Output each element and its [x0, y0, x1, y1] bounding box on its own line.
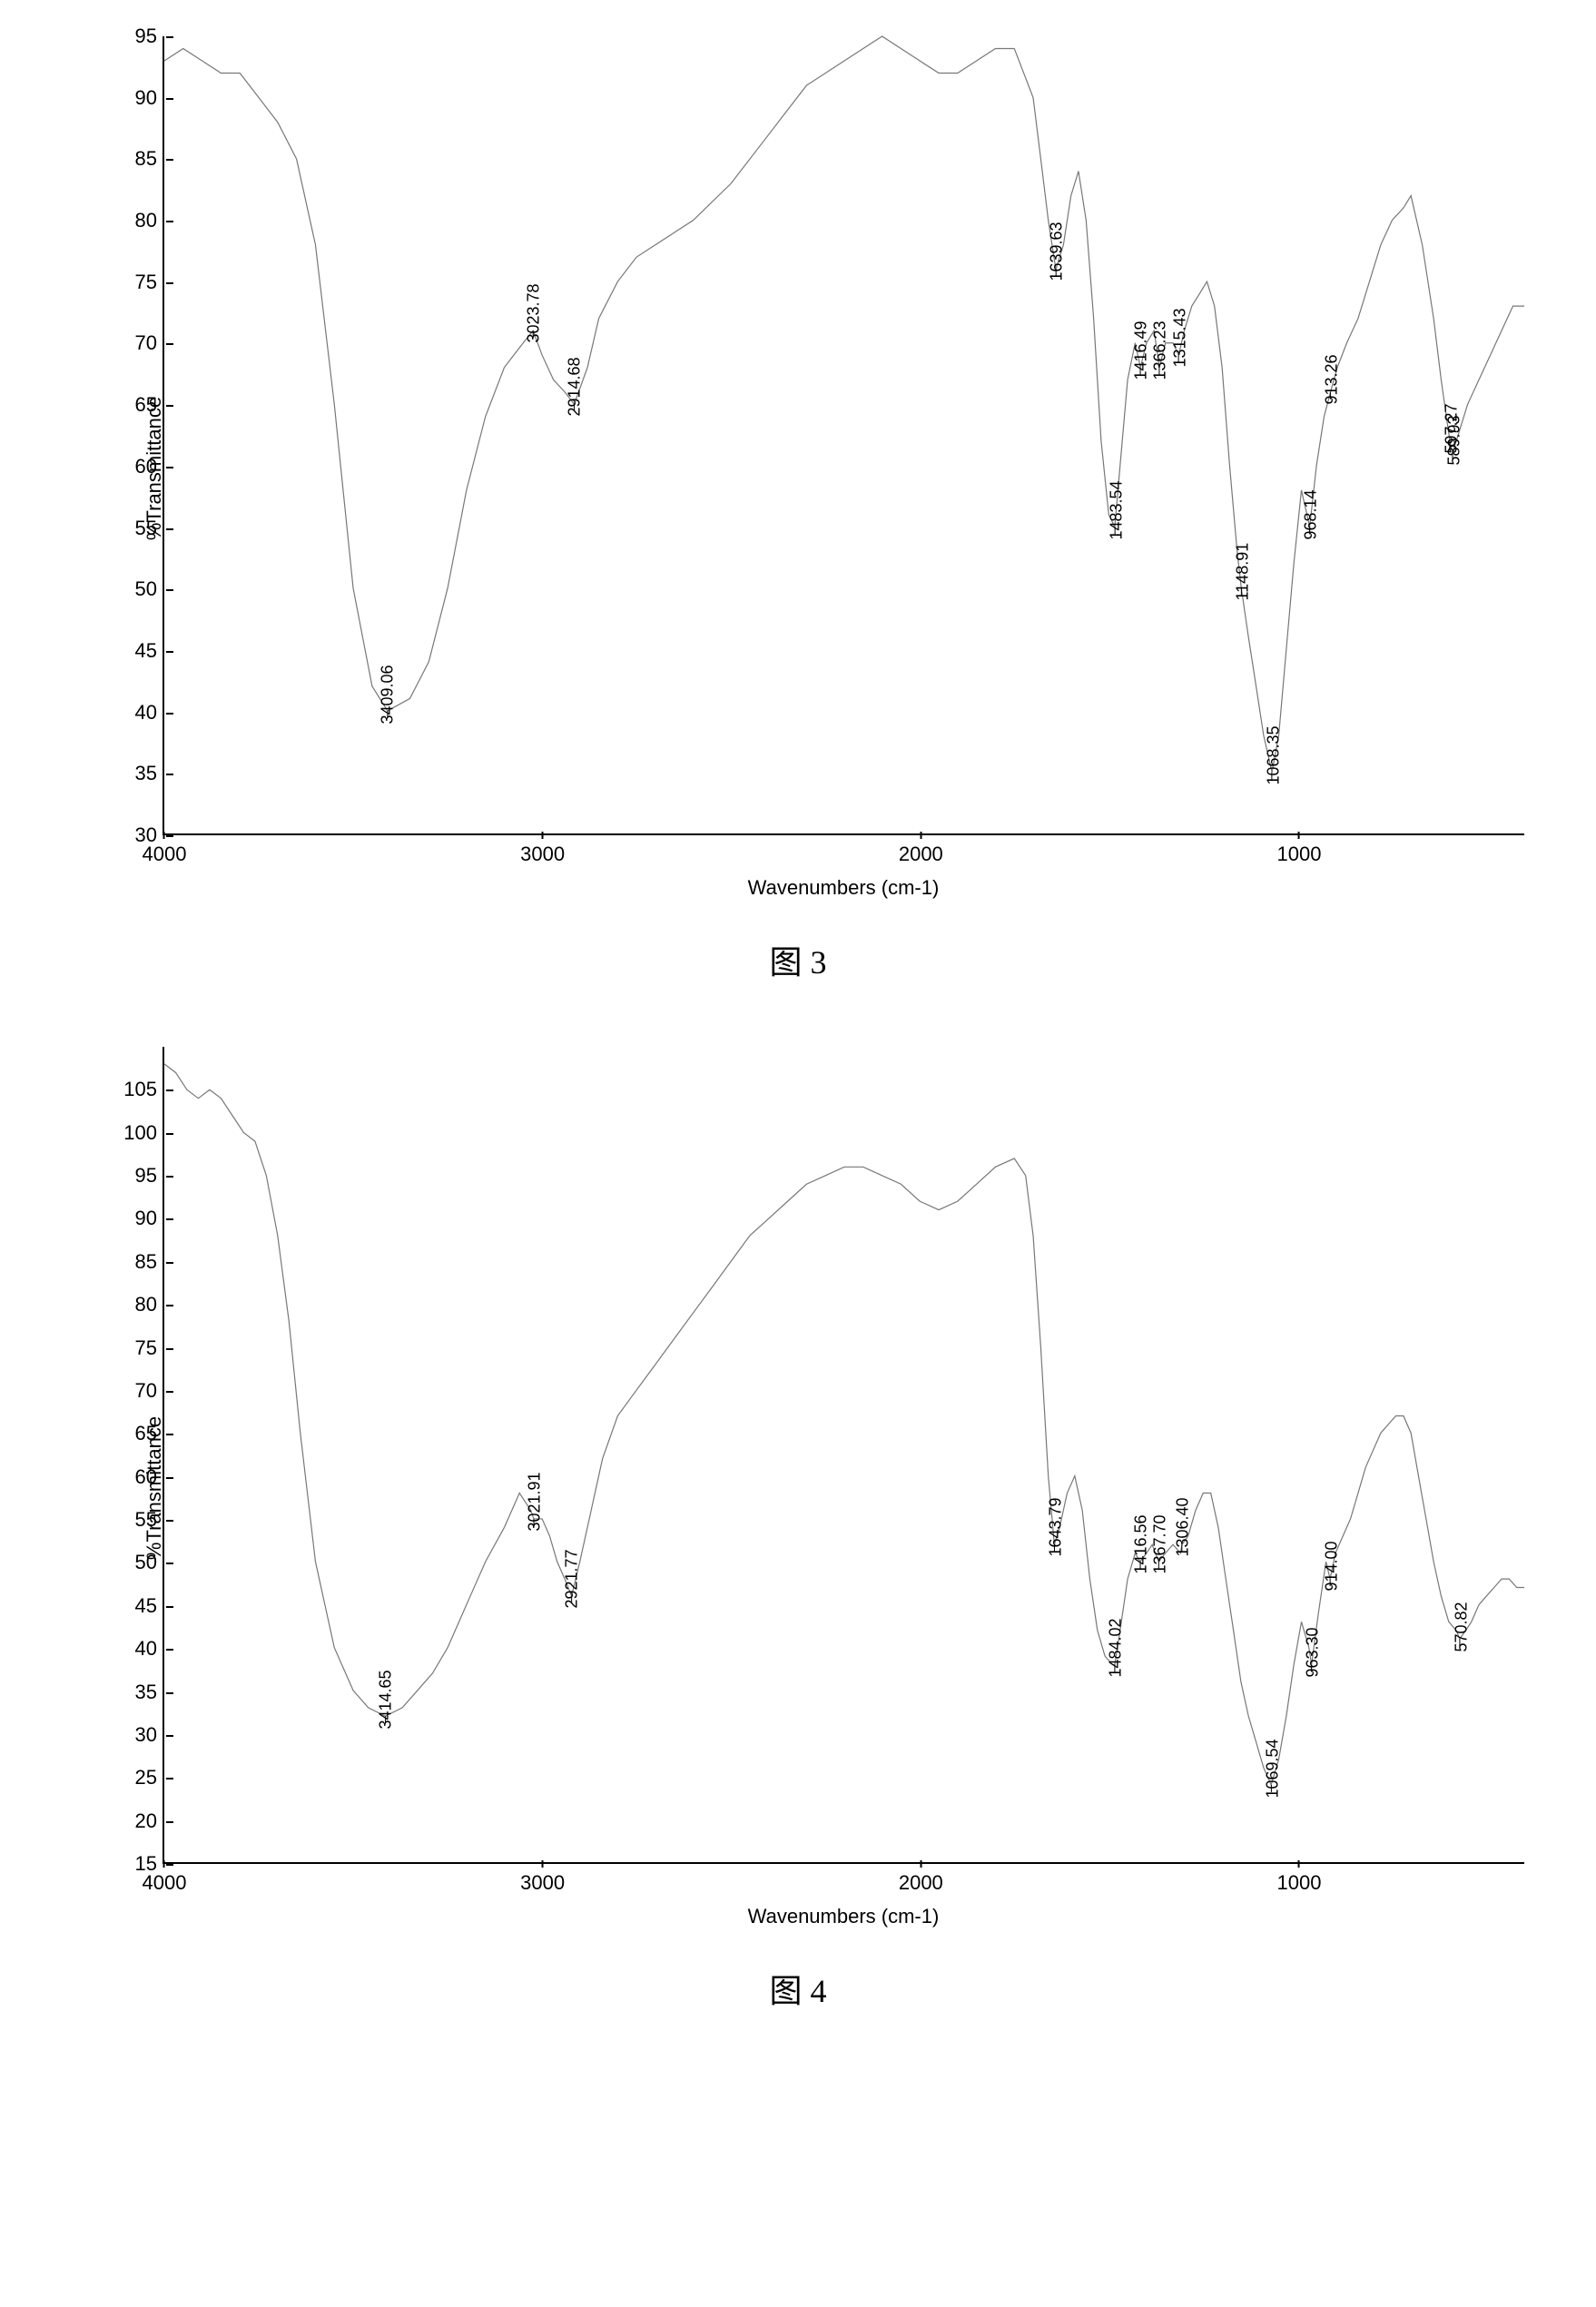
y-tick: 85 [135, 1250, 164, 1274]
y-tick: 80 [135, 1293, 164, 1316]
x-axis-label: Wavenumbers (cm-1) [163, 1905, 1524, 1928]
peak-label: 1416.56 [1132, 1515, 1151, 1574]
peak-label: 968.14 [1302, 489, 1321, 539]
y-tick: 30 [135, 1723, 164, 1747]
peak-label: 3414.65 [376, 1670, 395, 1729]
figure-caption: 图 4 [36, 1965, 1560, 2012]
y-tick: 25 [135, 1766, 164, 1789]
peak-label: 2921.77 [563, 1550, 582, 1609]
y-tick: 70 [135, 331, 164, 355]
peak-label: 1483.54 [1107, 480, 1126, 539]
y-tick: 60 [135, 455, 164, 478]
x-tick: 1000 [1277, 1862, 1322, 1895]
y-tick: 70 [135, 1379, 164, 1403]
spectrum-trace [164, 1047, 1524, 1862]
peak-label: 963.30 [1304, 1628, 1323, 1678]
x-tick: 4000 [143, 833, 187, 866]
y-tick: 65 [135, 393, 164, 417]
x-tick: 3000 [520, 1862, 565, 1895]
peak-label: 1643.79 [1046, 1498, 1065, 1557]
y-tick: 35 [135, 762, 164, 785]
x-tick: 1000 [1277, 833, 1322, 866]
peak-label: 1068.35 [1264, 726, 1283, 785]
ir-spectrum-chart-2: %Transmittance15202530354045505560657075… [72, 1047, 1524, 1928]
x-tick: 2000 [899, 1862, 943, 1895]
y-tick: 55 [135, 517, 164, 540]
y-tick: 45 [135, 639, 164, 663]
y-tick: 40 [135, 1637, 164, 1661]
peak-label: 914.00 [1322, 1542, 1341, 1592]
plot-area: 3035404550556065707580859095400030002000… [163, 36, 1524, 835]
y-tick: 60 [135, 1465, 164, 1489]
peak-label: 3021.91 [525, 1472, 544, 1531]
y-tick: 40 [135, 701, 164, 725]
peak-label: 2914.68 [566, 358, 585, 417]
y-tick: 90 [135, 1207, 164, 1230]
y-tick: 100 [123, 1121, 164, 1145]
peak-label: 589.93 [1444, 416, 1463, 466]
y-tick: 95 [135, 1164, 164, 1188]
x-tick: 2000 [899, 833, 943, 866]
y-tick: 45 [135, 1594, 164, 1618]
peak-label: 1484.02 [1107, 1619, 1126, 1678]
y-tick: 85 [135, 147, 164, 171]
y-tick: 105 [123, 1078, 164, 1101]
y-tick: 50 [135, 577, 164, 601]
peak-label: 1069.54 [1264, 1739, 1283, 1798]
y-tick: 65 [135, 1422, 164, 1445]
peak-label: 1639.63 [1048, 222, 1067, 281]
x-tick: 4000 [143, 1862, 187, 1895]
peak-label: 3023.78 [524, 283, 543, 342]
ir-spectrum-chart-1: %Transmittance30354045505560657075808590… [72, 36, 1524, 900]
peak-label: 1367.70 [1150, 1515, 1169, 1574]
x-axis-label: Wavenumbers (cm-1) [163, 876, 1524, 900]
y-tick: 75 [135, 1336, 164, 1360]
peak-label: 1315.43 [1170, 308, 1189, 367]
y-tick: 80 [135, 209, 164, 232]
y-tick: 90 [135, 86, 164, 110]
y-tick: 55 [135, 1508, 164, 1532]
figure-caption: 图 3 [36, 936, 1560, 983]
spectrum-trace [164, 36, 1524, 833]
peak-label: 1306.40 [1174, 1498, 1193, 1557]
peak-label: 1416.49 [1132, 320, 1151, 380]
y-tick: 50 [135, 1551, 164, 1574]
peak-label: 913.26 [1323, 354, 1342, 404]
y-tick: 75 [135, 271, 164, 294]
plot-area: 1520253035404550556065707580859095100105… [163, 1047, 1524, 1864]
peak-label: 3409.06 [379, 665, 398, 724]
peak-label: 570.82 [1452, 1602, 1471, 1651]
y-tick: 95 [135, 25, 164, 48]
y-tick: 20 [135, 1809, 164, 1833]
peak-label: 1366.23 [1151, 320, 1170, 380]
peak-label: 1148.91 [1233, 543, 1252, 601]
x-tick: 3000 [520, 833, 565, 866]
y-tick: 35 [135, 1681, 164, 1704]
